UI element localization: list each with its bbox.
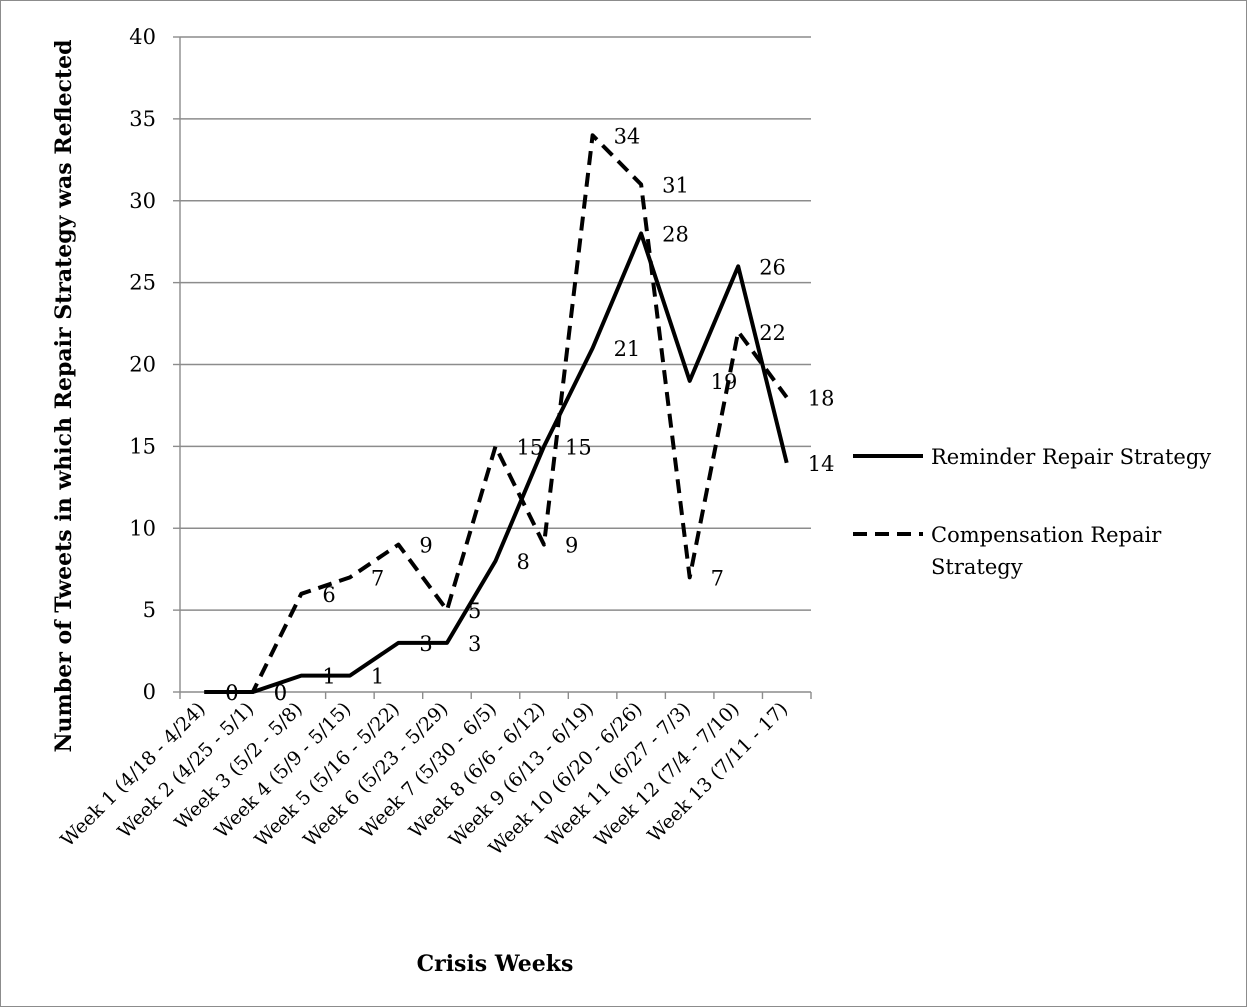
data-label-compensation: 0	[274, 681, 287, 705]
data-label-compensation: 18	[808, 386, 835, 410]
data-label-compensation: 5	[468, 599, 481, 623]
axes	[173, 36, 812, 699]
data-label-reminder: 8	[517, 550, 530, 574]
data-label-reminder: 0	[274, 681, 287, 705]
data-label-compensation: 22	[759, 321, 786, 345]
data-label-compensation: 31	[662, 173, 689, 197]
data-label-compensation: 15	[517, 435, 544, 459]
data-label-compensation: 6	[322, 583, 335, 607]
x-axis-title: Crisis Weeks	[417, 951, 574, 977]
legend-label-compensation: Compensation Repair Strategy	[931, 523, 1162, 579]
data-label-compensation: 9	[565, 534, 578, 558]
legend-label-line: Reminder Repair Strategy	[931, 445, 1211, 469]
legend: Reminder Repair Strategy Compensation Rep…	[853, 445, 1211, 579]
y-tick-label: 25	[129, 271, 156, 295]
y-tick-label: 15	[129, 434, 156, 458]
y-tick-label: 20	[129, 353, 156, 377]
data-label-reminder: 14	[808, 452, 835, 476]
data-label-reminder: 1	[322, 665, 335, 689]
data-label-compensation: 0	[225, 681, 238, 705]
y-tick-label: 40	[129, 25, 156, 49]
data-label-reminder: 1	[371, 665, 384, 689]
data-label-reminder: 3	[468, 632, 481, 656]
data-label-reminder: 21	[614, 337, 641, 361]
data-label-reminder: 0	[225, 681, 238, 705]
series-line-compensation	[204, 133, 789, 694]
legend-label-reminder: Reminder Repair Strategy	[931, 445, 1211, 469]
data-label-reminder: 15	[565, 435, 592, 459]
data-label-reminder: 3	[419, 632, 432, 656]
data-label-compensation: 7	[711, 566, 724, 590]
data-label-compensation: 34	[614, 124, 641, 148]
y-tick-label: 30	[129, 189, 156, 213]
y-axis-title: Number of Tweets in which Repair Strateg…	[51, 39, 77, 752]
data-label-compensation: 7	[371, 566, 384, 590]
data-label-reminder: 26	[759, 255, 786, 279]
gridlines	[180, 36, 811, 611]
data-label-reminder: 19	[711, 370, 738, 394]
series-line-reminder	[204, 231, 789, 694]
x-tick-labels: Week 1 (4/18 - 4/24)Week 2 (4/25 - 5/1)W…	[56, 698, 792, 860]
legend-label-line: Strategy	[931, 555, 1023, 579]
y-tick-labels: 0 5 10 15 20 25 30 35 40	[129, 25, 156, 704]
data-label-compensation: 9	[419, 534, 432, 558]
data-label-reminder: 28	[662, 223, 689, 247]
y-tick-label: 10	[129, 516, 156, 540]
series-lines	[204, 133, 789, 694]
y-tick-label: 5	[143, 598, 156, 622]
y-tick-label: 35	[129, 107, 156, 131]
legend-label-line: Compensation Repair	[931, 523, 1162, 547]
y-tick-label: 0	[143, 680, 156, 704]
